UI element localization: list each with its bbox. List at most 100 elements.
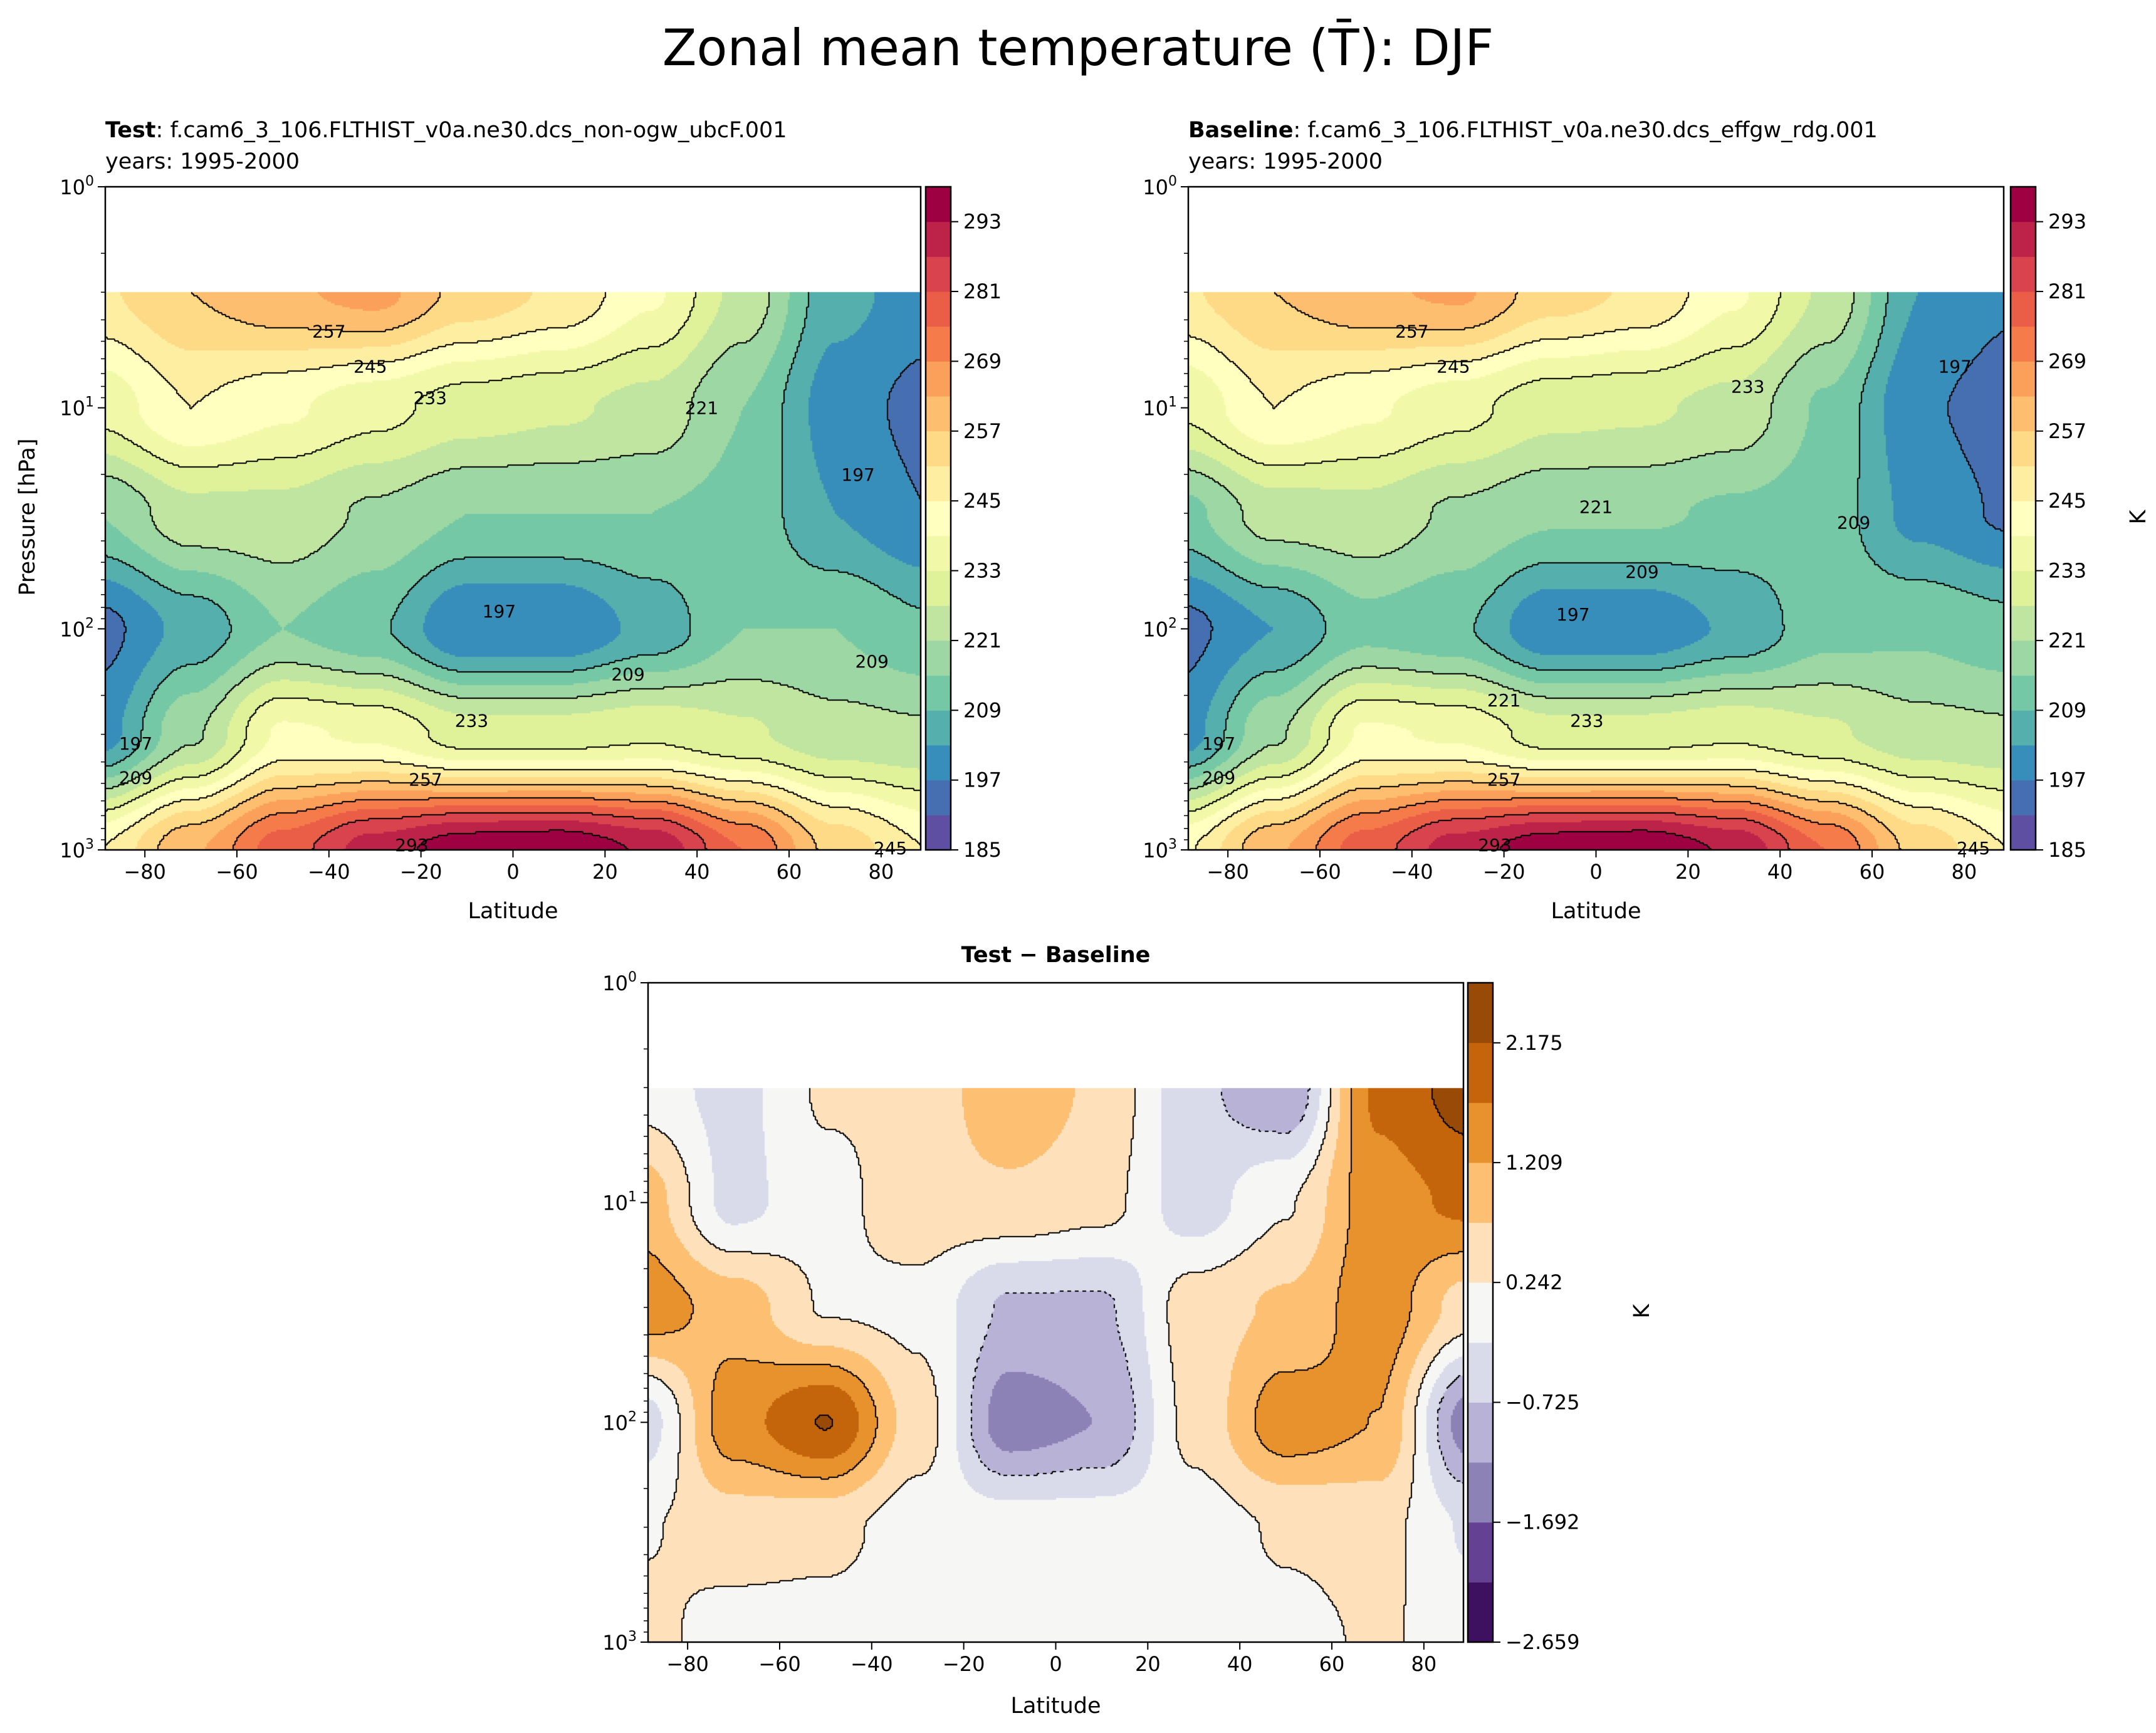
x-tick-label: 60 — [1319, 1652, 1345, 1676]
contour-label: 245 — [1436, 357, 1470, 377]
colorbar-tick-label: 281 — [2048, 280, 2086, 303]
colorbar-tick-label: 209 — [963, 698, 1002, 722]
contour-label: 209 — [1625, 562, 1658, 582]
test-panel-title: Test: f.cam6_3_106.FLTHIST_v0a.ne30.dcs_… — [105, 117, 787, 144]
x-tick-label: −80 — [1206, 860, 1249, 884]
colorbar-bin — [1468, 1342, 1493, 1403]
baseline-axes: 257 245 233 197 221 209 209 197 221 233 257 197 209 2… — [1143, 174, 2005, 884]
y-tick-label: 103 — [60, 837, 94, 862]
y-tick-label: 103 — [1143, 837, 1177, 862]
colorbar-bin — [2011, 396, 2036, 432]
axes-frame — [1187, 186, 2005, 851]
colorbar-tick-label: 221 — [2048, 629, 2086, 652]
test-title-bold: Test — [105, 118, 156, 143]
contour-label: 197 — [1938, 357, 1971, 377]
x-tick-label: 60 — [1860, 860, 1885, 884]
x-tick-label: −20 — [400, 860, 442, 884]
baseline-panel-years: years: 1995-2000 — [1188, 149, 1383, 174]
contour-label: 221 — [1579, 496, 1613, 517]
y-tick-label: 101 — [60, 395, 94, 421]
contour-label: 233 — [414, 388, 447, 409]
colorbar-frame — [924, 186, 952, 851]
y-tick-label: 103 — [602, 1629, 637, 1655]
contour-label: 209 — [1837, 513, 1870, 533]
colorbar-bin — [2011, 431, 2036, 466]
colorbar-bin — [2011, 221, 2036, 257]
colorbar-bin — [2011, 605, 2036, 641]
colorbar-bin — [2011, 501, 2036, 537]
baseline-colorbar-label: K — [2126, 510, 2151, 525]
x-tick-label: 0 — [1049, 1652, 1062, 1676]
contour-label: 293 — [395, 835, 428, 856]
colorbar-bin — [2011, 640, 2036, 676]
contour-label: 233 — [1570, 711, 1603, 731]
baseline-title-bold: Baseline — [1188, 118, 1294, 143]
contour-label: 257 — [1395, 321, 1428, 342]
contour-label: 245 — [874, 838, 907, 859]
colorbar-bin — [926, 710, 951, 746]
baseline-title-case: : f.cam6_3_106.FLTHIST_v0a.ne30.dcs_effg… — [1293, 118, 1878, 143]
colorbar-tick-label: −1.692 — [1505, 1510, 1579, 1534]
axes-frame — [647, 982, 1465, 1643]
colorbar-bin — [2011, 361, 2036, 397]
contour-label: 197 — [841, 464, 874, 485]
colorbar-bin — [2011, 675, 2036, 711]
colorbar-bin — [926, 361, 951, 397]
colorbar-tick-label: 197 — [963, 768, 1002, 792]
contour-label: 197 — [483, 601, 516, 622]
colorbar-bin — [926, 570, 951, 606]
baseline-filled-contours — [1188, 187, 2004, 850]
colorbar-bin — [926, 745, 951, 781]
x-tick-label: 40 — [1767, 860, 1793, 884]
colorbar-tick-label: 293 — [2048, 210, 2086, 234]
colorbar-bin — [926, 780, 951, 815]
x-tick-label: −80 — [666, 1652, 709, 1676]
diff-axes: −80 −60 −40 −20 0 20 40 60 80 100 101 102 103 — [602, 970, 1465, 1676]
contour-label: 209 — [1202, 767, 1235, 788]
x-tick-label: 80 — [1951, 860, 1977, 884]
contour-label: 257 — [1487, 770, 1520, 790]
contour-label: 209 — [611, 664, 644, 684]
diff-xlabel: Latitude — [1010, 1694, 1101, 1719]
colorbar-bin — [926, 221, 951, 257]
x-tick-label: −20 — [943, 1652, 985, 1676]
colorbar-bin — [1468, 1162, 1493, 1223]
colorbar-tick-label: 293 — [963, 210, 1002, 234]
contour-label: 233 — [1731, 376, 1764, 397]
colorbar-tick-label: 245 — [963, 489, 1002, 513]
figure-title: Zonal mean temperature (T̄): DJF — [662, 19, 1494, 77]
colorbar-bin — [2011, 187, 2036, 223]
y-tick-label: 100 — [1143, 174, 1177, 199]
x-tick-label: −60 — [1299, 860, 1341, 884]
colorbar-frame — [2009, 186, 2037, 851]
colorbar-tick-label: 245 — [2048, 489, 2086, 513]
x-tick-label: 40 — [1227, 1652, 1253, 1676]
baseline-panel-title: Baseline: f.cam6_3_106.FLTHIST_v0a.ne30.… — [1188, 117, 1878, 144]
colorbar-tick-label: 221 — [963, 629, 1002, 652]
colorbar-frame — [1467, 982, 1494, 1643]
colorbar-tick-label: −0.725 — [1505, 1390, 1579, 1414]
diff-colorbar: −2.659 −1.692 −0.725 0.242 1.209 2.175 — [1467, 982, 1579, 1654]
baseline-contour-plot: 257 245 233 197 221 209 209 197 221 233 257 197 209 2… — [1143, 174, 2005, 884]
contour-label: 209 — [855, 651, 888, 672]
colorbar-tick-label: −2.659 — [1505, 1630, 1579, 1654]
x-tick-label: −40 — [308, 860, 350, 884]
baseline-xlabel: Latitude — [1551, 899, 1641, 924]
colorbar-bin — [2011, 780, 2036, 815]
x-tick-label: −40 — [850, 1652, 893, 1676]
contour-label: 245 — [353, 357, 387, 377]
x-tick-label: 20 — [1675, 860, 1701, 884]
colorbar-bin — [1468, 1462, 1493, 1523]
x-tick-label: 80 — [868, 860, 894, 884]
colorbar-tick-label: 257 — [2048, 419, 2086, 443]
contour-label: 197 — [1556, 604, 1589, 625]
x-tick-label: 20 — [592, 860, 618, 884]
y-tick-label: 101 — [602, 1190, 637, 1215]
test-panel-years: years: 1995-2000 — [105, 149, 300, 174]
colorbar-bin — [1468, 1042, 1493, 1103]
colorbar-bin — [926, 187, 951, 223]
colorbar-bin — [926, 815, 951, 851]
test-ylabel: Pressure [hPa] — [15, 438, 40, 596]
test-title-case: : f.cam6_3_106.FLTHIST_v0a.ne30.dcs_non-… — [155, 118, 787, 143]
diff-panel-title: Test − Baseline — [961, 943, 1151, 968]
